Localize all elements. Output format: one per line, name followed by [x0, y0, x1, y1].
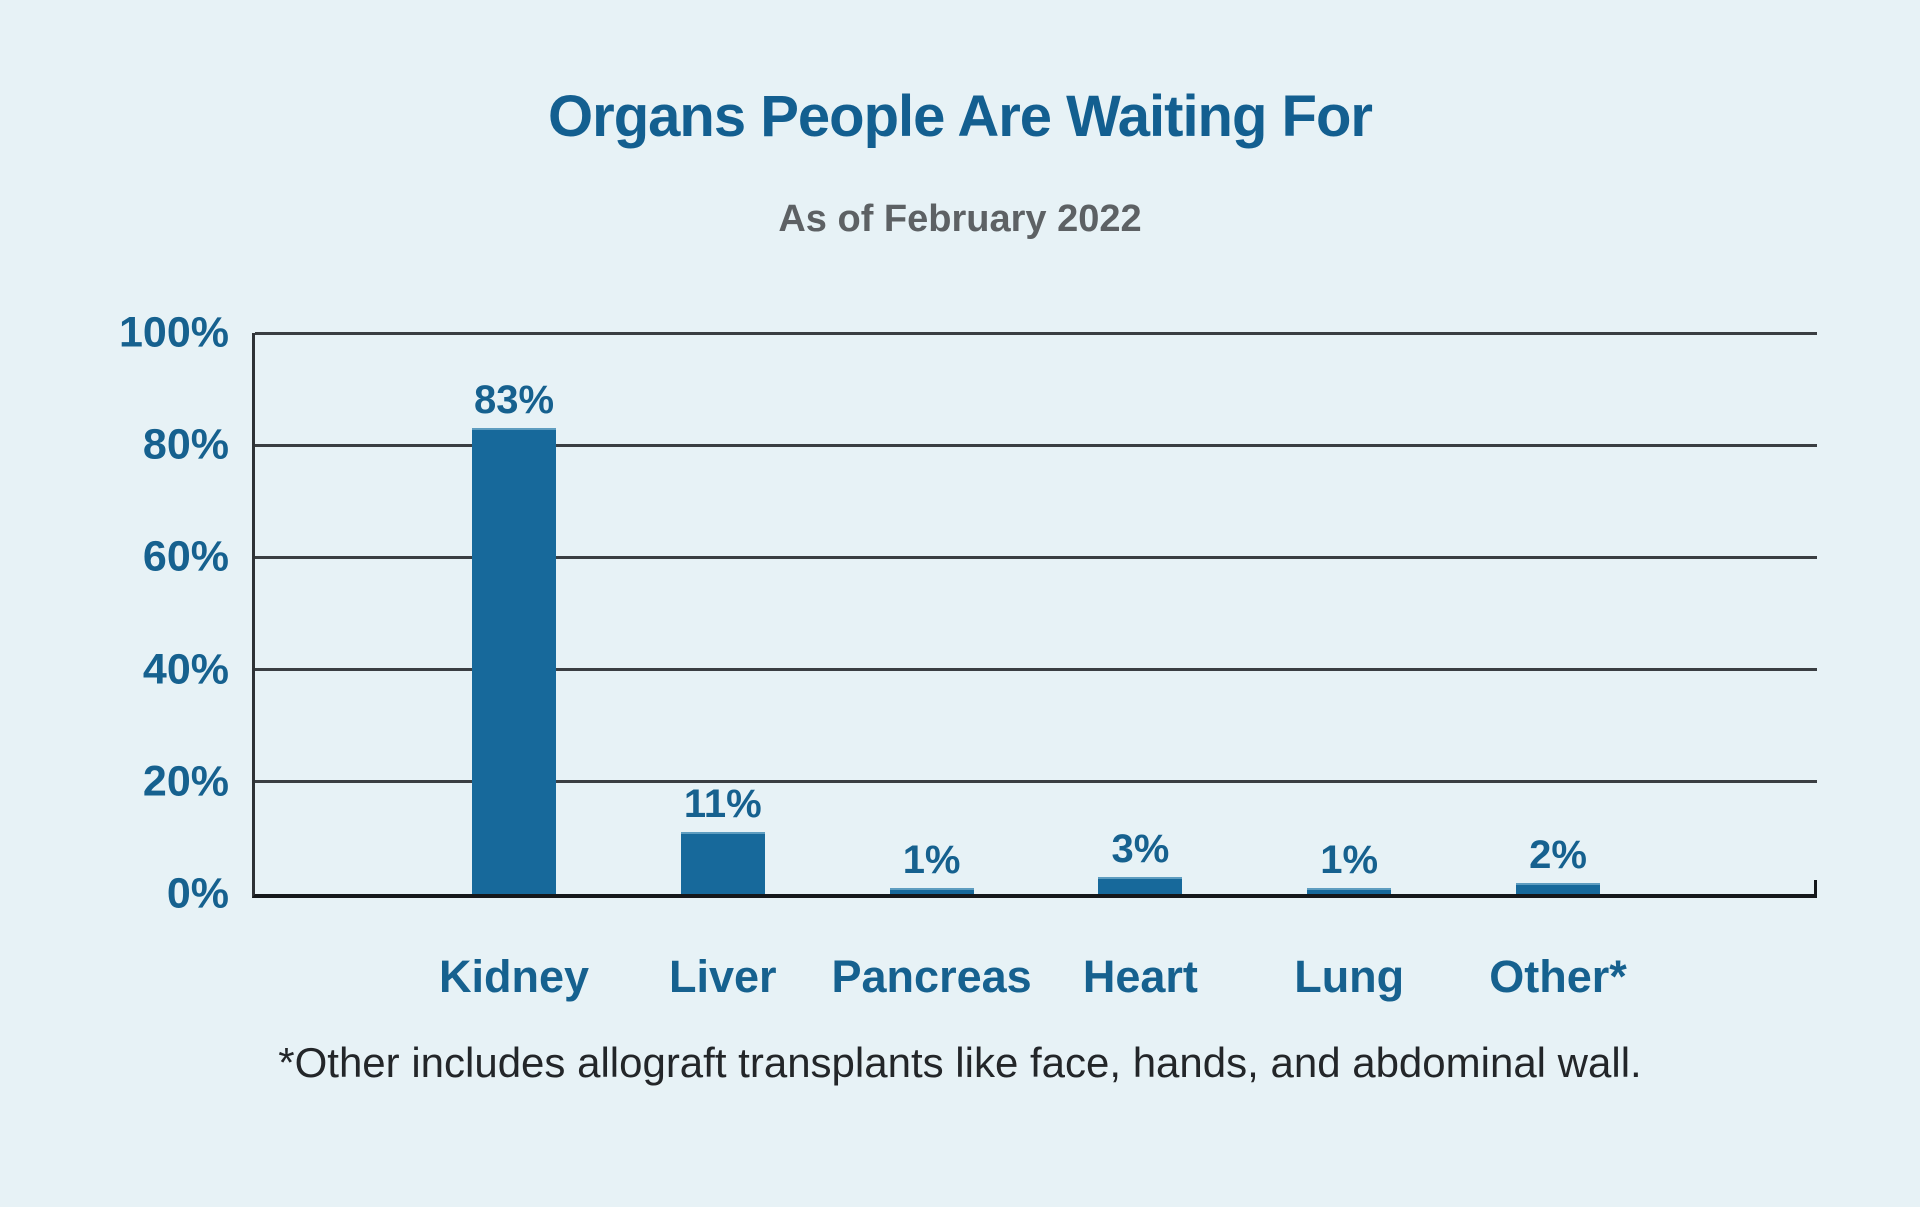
- gridline-20: [255, 780, 1817, 784]
- gridline-60: [255, 555, 1817, 559]
- bar-pancreas: [889, 888, 974, 894]
- x-axis-label-kidney: Kidney: [438, 951, 590, 1002]
- bar-kidney: [472, 428, 556, 894]
- y-tick-label-40: 40%: [142, 645, 229, 694]
- axis-right-tick: [1814, 880, 1817, 894]
- x-axis-label-heart: Heart: [1082, 951, 1198, 1002]
- x-axis-label-liver: Liver: [669, 951, 777, 1002]
- value-label-lung: 1%: [1320, 838, 1379, 883]
- y-tick-label-100: 100%: [119, 308, 229, 357]
- y-tick-label-80: 80%: [142, 420, 229, 469]
- value-label-kidney: 83%: [473, 378, 555, 423]
- bar-chart-plot-area: 0% 20% 40% 60% 80% 100% 83% 11% 1% 3% 1% 2% Kidney…: [119, 311, 1817, 1002]
- y-tick-label-0: 0%: [166, 869, 229, 918]
- footnote: *Other includes allograft transplants li…: [278, 1039, 1642, 1086]
- value-label-pancreas: 1%: [902, 838, 961, 883]
- x-axis-label-pancreas: Pancreas: [831, 951, 1032, 1002]
- bar-liver: [680, 832, 765, 894]
- y-tick-label-20: 20%: [142, 757, 229, 806]
- gridline-80: [255, 443, 1817, 447]
- bar-other: [1516, 882, 1600, 894]
- value-label-other: 2%: [1529, 832, 1587, 877]
- value-label-liver: 11%: [683, 782, 762, 827]
- x-axis-label-other: Other*: [1489, 951, 1627, 1002]
- bar-lung: [1307, 888, 1392, 894]
- value-label-heart: 3%: [1111, 827, 1170, 872]
- gridline-40: [255, 668, 1817, 672]
- x-axis-label-lung: Lung: [1294, 951, 1405, 1002]
- bar-heart: [1098, 877, 1183, 894]
- gridline-100: [255, 331, 1817, 335]
- chart-title: Organs People Are Waiting For: [548, 84, 1373, 149]
- chart-subtitle: As of February 2022: [778, 198, 1142, 240]
- y-tick-label-60: 60%: [142, 532, 229, 581]
